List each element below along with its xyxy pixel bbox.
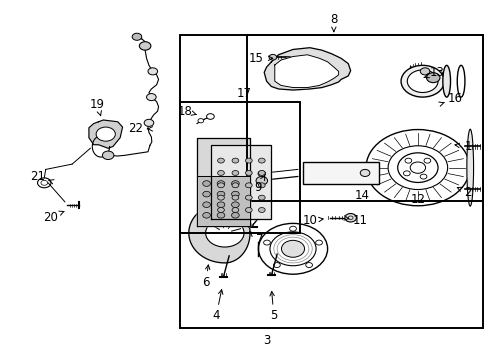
Polygon shape [275, 55, 339, 87]
Circle shape [198, 118, 204, 123]
Text: 10: 10 [302, 214, 317, 227]
Circle shape [258, 171, 265, 175]
Circle shape [218, 207, 224, 212]
Circle shape [217, 191, 225, 197]
Text: 4: 4 [213, 309, 220, 322]
Circle shape [38, 178, 51, 188]
Circle shape [232, 181, 239, 186]
Circle shape [232, 191, 239, 197]
Circle shape [232, 171, 239, 175]
Text: 3: 3 [263, 334, 270, 347]
Circle shape [232, 158, 239, 163]
Text: 7: 7 [256, 234, 263, 247]
Text: 16: 16 [448, 93, 463, 105]
Circle shape [144, 119, 154, 126]
Text: 15: 15 [249, 52, 264, 65]
Polygon shape [197, 176, 250, 226]
Circle shape [401, 66, 444, 97]
Polygon shape [211, 145, 271, 219]
Circle shape [281, 240, 305, 257]
Circle shape [258, 158, 265, 163]
Text: 1: 1 [465, 140, 472, 153]
Polygon shape [189, 203, 250, 263]
Text: 8: 8 [330, 13, 338, 26]
Circle shape [420, 68, 430, 75]
Circle shape [360, 170, 370, 176]
Circle shape [232, 195, 239, 200]
Circle shape [232, 212, 239, 218]
Circle shape [407, 70, 438, 93]
Circle shape [256, 176, 268, 185]
Circle shape [345, 213, 356, 222]
Text: 22: 22 [128, 122, 143, 135]
Text: 5: 5 [270, 309, 277, 322]
Text: 14: 14 [355, 189, 370, 202]
Text: 12: 12 [410, 193, 425, 206]
Circle shape [218, 171, 224, 175]
Text: 17: 17 [237, 87, 251, 100]
Ellipse shape [443, 66, 450, 97]
Bar [180, 35, 483, 328]
Circle shape [147, 94, 156, 101]
Circle shape [245, 183, 252, 188]
Circle shape [218, 158, 224, 163]
Circle shape [217, 212, 225, 218]
Circle shape [203, 181, 210, 186]
Circle shape [245, 158, 252, 163]
Circle shape [232, 202, 239, 207]
Ellipse shape [457, 66, 465, 97]
Circle shape [148, 68, 158, 75]
Circle shape [102, 151, 114, 159]
Bar [180, 102, 300, 233]
Bar [303, 162, 379, 184]
Circle shape [232, 207, 239, 212]
Text: 21: 21 [30, 170, 45, 183]
Circle shape [258, 171, 266, 176]
Circle shape [245, 207, 252, 212]
Ellipse shape [467, 129, 473, 206]
Text: 2: 2 [465, 186, 472, 199]
Circle shape [96, 127, 115, 141]
Circle shape [258, 183, 265, 188]
Circle shape [232, 183, 239, 188]
Circle shape [206, 219, 244, 247]
Circle shape [203, 202, 210, 207]
Circle shape [426, 73, 440, 83]
Text: 9: 9 [255, 181, 262, 194]
Circle shape [207, 114, 214, 119]
Text: 20: 20 [43, 211, 58, 224]
Circle shape [218, 195, 224, 200]
Circle shape [203, 191, 210, 197]
Circle shape [217, 202, 225, 207]
Circle shape [258, 207, 265, 212]
Bar [247, 35, 483, 201]
Circle shape [245, 171, 252, 175]
Circle shape [245, 195, 252, 200]
Circle shape [217, 181, 225, 186]
Circle shape [218, 183, 224, 188]
Circle shape [132, 33, 142, 40]
Polygon shape [197, 138, 250, 226]
Text: 18: 18 [178, 105, 193, 118]
Circle shape [203, 212, 210, 218]
Text: 13: 13 [430, 66, 444, 79]
Text: 11: 11 [353, 214, 368, 227]
Circle shape [269, 54, 277, 60]
Text: 6: 6 [202, 276, 209, 289]
Polygon shape [264, 48, 351, 90]
Polygon shape [89, 120, 122, 148]
Circle shape [258, 195, 265, 200]
Text: 19: 19 [90, 98, 104, 111]
Circle shape [139, 42, 151, 50]
